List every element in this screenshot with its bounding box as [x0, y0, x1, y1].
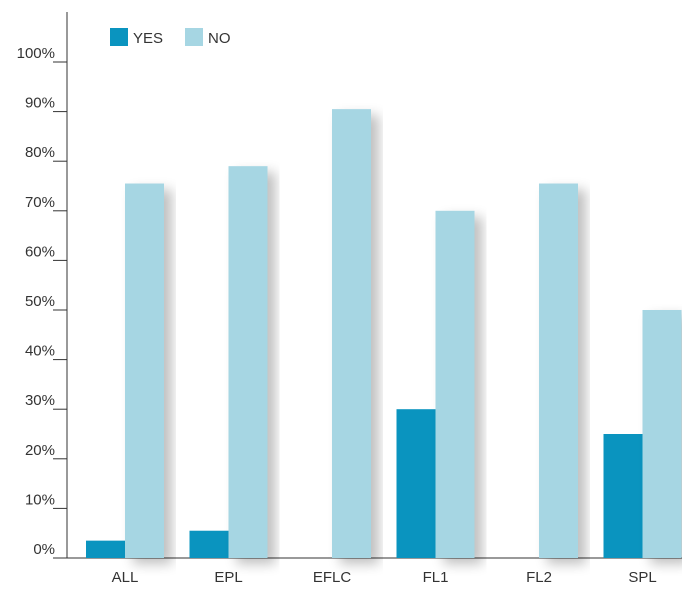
y-tick-label: 20% [25, 442, 55, 459]
bar-no-all [125, 183, 164, 558]
y-tick-label: 40% [25, 343, 55, 360]
bar-no-eflc [332, 109, 371, 559]
x-tick-label: ALL [112, 569, 139, 586]
y-tick-labels: 0% 10% 20% 30% 40% 50% 60% 70% 80% 90% 100% [17, 45, 55, 558]
legend-swatch-yes [110, 28, 128, 46]
y-tick-label: 80% [25, 144, 55, 161]
bar-yes-fl1 [396, 409, 436, 558]
legend-label-yes: YES [133, 30, 163, 47]
bar-yes-spl [603, 434, 643, 558]
bar-yes-epl [189, 530, 229, 558]
legend: YES NO [110, 28, 231, 47]
y-tick-label: 70% [25, 194, 55, 211]
y-tick-label: 50% [25, 293, 55, 310]
y-tick-label: 10% [25, 491, 55, 508]
y-axis [53, 12, 68, 559]
bar-no-spl [642, 310, 682, 558]
y-tick-label: 60% [25, 243, 55, 260]
bar-no-fl1 [435, 210, 475, 559]
bar-yes-all [86, 540, 125, 558]
x-tick-label: FL1 [423, 569, 449, 586]
bar-no-epl [228, 166, 268, 558]
y-tick-label: 0% [33, 541, 55, 558]
bars [86, 109, 682, 559]
y-tick-label: 100% [17, 45, 55, 62]
x-tick-label: EFLC [313, 569, 352, 586]
x-tick-label: SPL [628, 569, 656, 586]
y-tick-label: 90% [25, 95, 55, 112]
category-labels: ALL EPL EFLC FL1 FL2 SPL [112, 569, 657, 586]
legend-label-no: NO [208, 30, 231, 47]
bar-no-fl2 [539, 183, 578, 558]
legend-swatch-no [185, 28, 203, 46]
x-tick-label: EPL [214, 569, 242, 586]
x-tick-label: FL2 [526, 569, 552, 586]
y-tick-label: 30% [25, 392, 55, 409]
